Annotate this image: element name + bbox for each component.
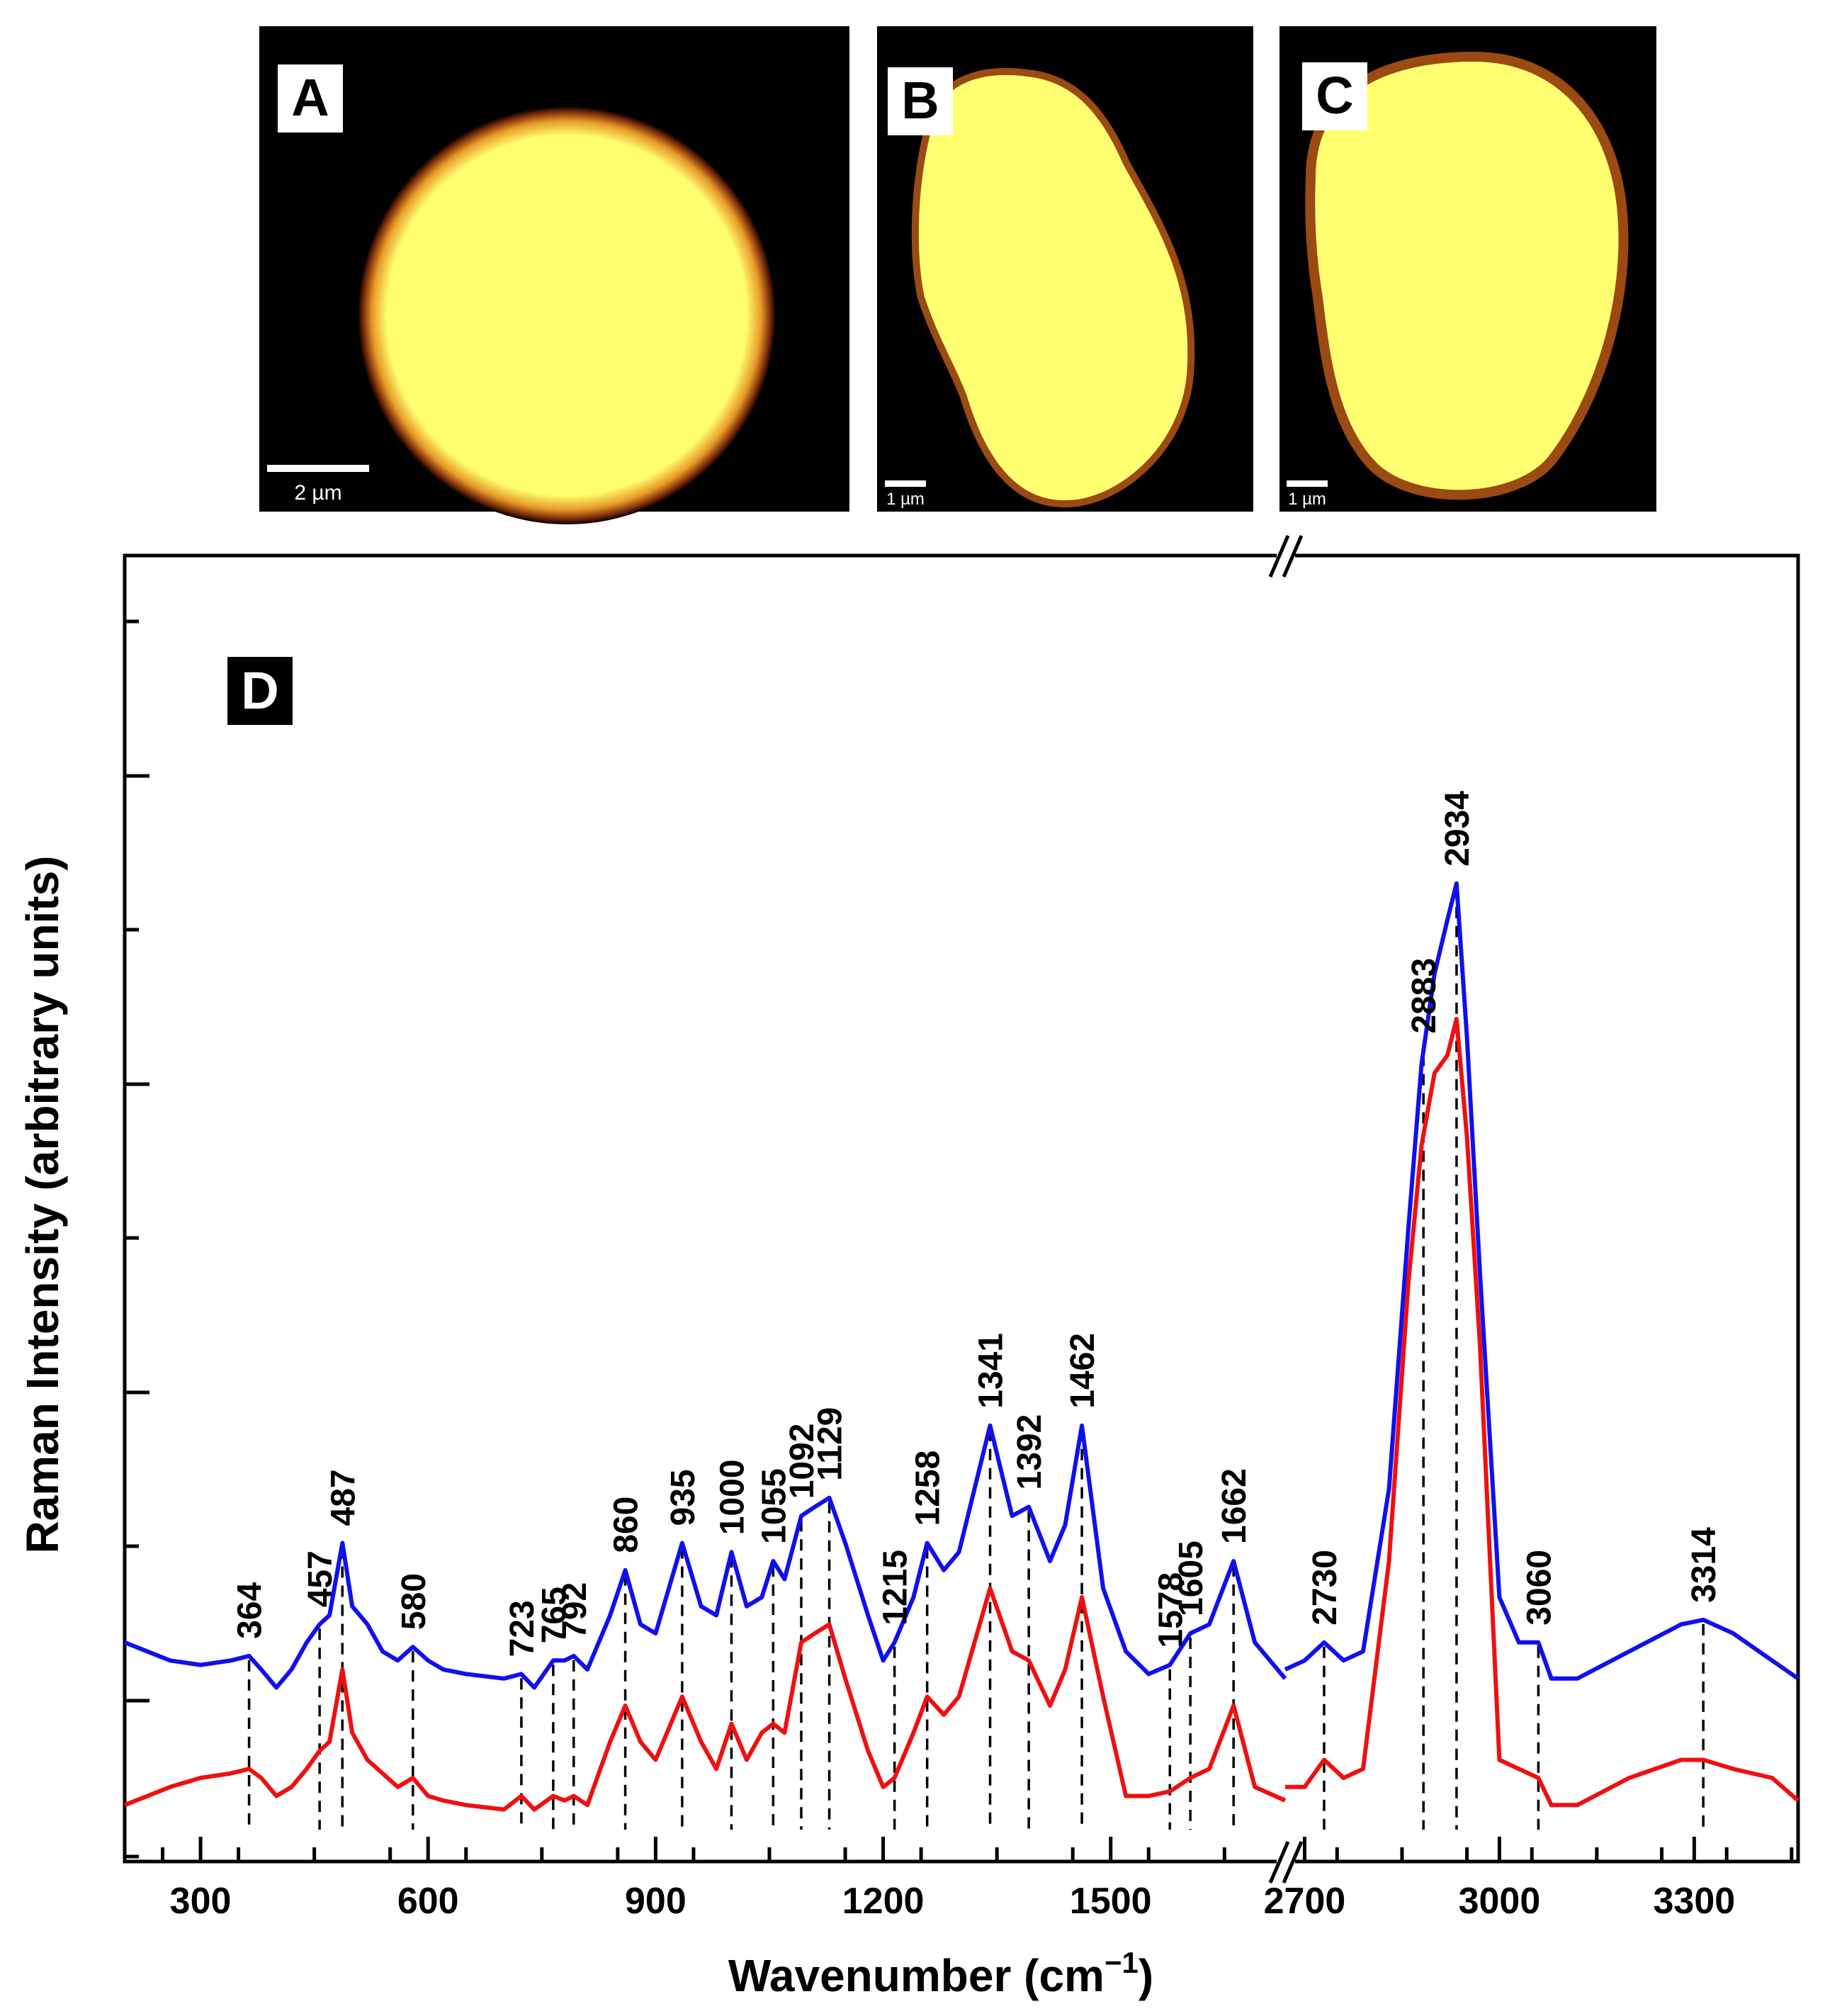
panel-c-letter: C	[1316, 66, 1353, 125]
scale-label-b: 1 µm	[886, 490, 925, 509]
peak-label: 1662	[1216, 1468, 1253, 1544]
scale-label-a: 2 µm	[294, 481, 341, 505]
x-tick-label: 1200	[842, 1881, 925, 1922]
panel-b: B 1 µm	[877, 26, 1253, 512]
peak-label: 580	[395, 1573, 433, 1630]
x-axis-title-close: )	[1138, 1950, 1153, 2001]
peak-label: 2883	[1406, 958, 1443, 1034]
peak-label: 723	[504, 1600, 541, 1657]
scale-bar-a	[267, 465, 369, 472]
panel-a-letter: A	[291, 68, 329, 127]
bottom-axis-break-mark-2	[1282, 1841, 1304, 1883]
x-tick-label: 1500	[1070, 1881, 1152, 1922]
y-axis-title: Raman Intensity (arbitrary units)	[17, 855, 68, 1553]
plot-area: D 300 600 900 1200 1500 2700 3000 3300 364 457 48…	[123, 535, 1800, 1922]
y-axis-ticks	[125, 619, 149, 1859]
panel-a-letter-box	[278, 64, 343, 133]
peak-label: 792	[556, 1582, 594, 1639]
peak-label: 364	[232, 1582, 269, 1639]
peak-label: 1055	[755, 1468, 793, 1544]
scale-bar-b	[885, 480, 926, 487]
x-axis-title: Wavenumber (cm−1)	[728, 1946, 1153, 2001]
x-tick-label: 600	[397, 1881, 459, 1922]
scale-bar-c	[1287, 480, 1328, 487]
panel-b-letter-box	[888, 67, 953, 135]
x-axis-title-exponent: −1	[1104, 1946, 1138, 1979]
x-axis-ticks: 300 600 900 1200 1500 2700 3000 3300	[161, 1837, 1794, 1922]
x-tick-label: 300	[170, 1881, 232, 1922]
peak-label: 1000	[714, 1460, 752, 1536]
peak-label: 1605	[1173, 1541, 1210, 1616]
peak-label: 3314	[1685, 1527, 1723, 1603]
peak-label: 1578	[1152, 1572, 1190, 1648]
scale-label-c: 1 µm	[1288, 490, 1326, 509]
panel-d-letter: D	[241, 661, 278, 720]
peak-label: 860	[608, 1497, 645, 1553]
x-tick-label: 900	[625, 1881, 687, 1922]
peak-label: 1129	[812, 1407, 849, 1481]
peak-label: 1092	[784, 1424, 821, 1499]
peak-label: 1392	[1011, 1414, 1049, 1490]
spectrum-line-blue-low	[123, 1423, 1287, 1690]
series-layer	[123, 881, 1799, 1812]
panel-a: A 2 µm	[259, 26, 849, 524]
peak-marker-lines	[247, 887, 1705, 1830]
top-axis-break-mark-2	[1282, 535, 1304, 578]
spectrum-line-red-high	[1285, 1017, 1799, 1808]
bottom-axis-break-mark-1	[1268, 1841, 1290, 1883]
panel-c: C 1 µm	[1279, 26, 1656, 512]
peak-label: 935	[665, 1469, 702, 1526]
peak-label: 2730	[1306, 1550, 1344, 1626]
x-tick-label: 3300	[1654, 1881, 1736, 1922]
top-axis-break-mark-1	[1268, 535, 1290, 578]
peak-label: 3060	[1520, 1550, 1558, 1626]
peak-label: 1215	[877, 1550, 915, 1626]
peak-label: 765	[536, 1587, 573, 1643]
peak-label: 457	[302, 1550, 339, 1607]
panel-d-letter-box	[227, 657, 293, 725]
cell-image-a	[358, 106, 776, 524]
spectrum-line-blue-high	[1284, 881, 1799, 1681]
x-tick-label: 2700	[1264, 1881, 1346, 1922]
cell-image-c	[1305, 51, 1629, 500]
x-axis-title-main: Wavenumber (cm	[728, 1950, 1104, 2001]
cell-image-b	[911, 67, 1195, 508]
spectrum-line-red-low	[123, 1586, 1287, 1812]
peak-label: 1341	[973, 1333, 1010, 1409]
plot-frame	[123, 553, 1800, 1864]
peak-label: 487	[324, 1469, 362, 1526]
peak-label: 2934	[1439, 791, 1476, 867]
peak-label: 1462	[1064, 1333, 1102, 1409]
peak-label: 1258	[910, 1451, 947, 1526]
x-tick-label: 3000	[1459, 1881, 1541, 1922]
panel-c-letter-box	[1302, 62, 1367, 130]
panel-b-letter: B	[901, 71, 939, 130]
